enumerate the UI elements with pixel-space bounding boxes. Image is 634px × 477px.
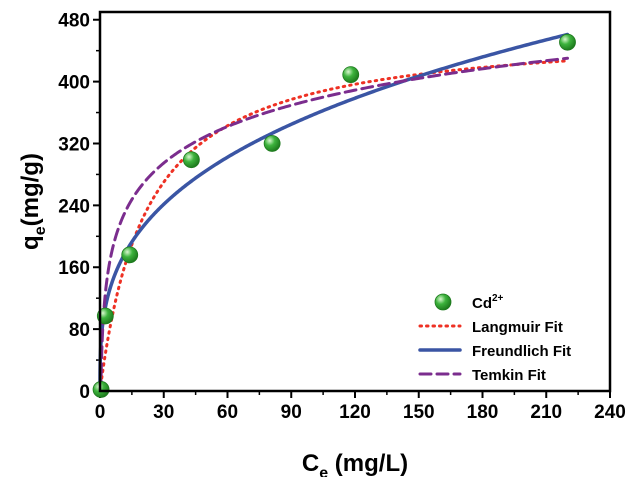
data-point (559, 33, 576, 51)
x-tick-label: 30 (153, 402, 174, 423)
x-tick-label: 90 (281, 402, 302, 423)
legend-label-points: Cd2+ (472, 293, 504, 312)
x-tick-label: 150 (403, 402, 435, 423)
langmuir-fit-line (98, 59, 569, 393)
y-tick-label: 240 (58, 196, 90, 217)
x-tick-label: 180 (467, 402, 499, 423)
y-tick-label: 0 (79, 382, 90, 403)
data-point (263, 135, 281, 152)
freundlich-fit-line (98, 32, 570, 390)
legend-marker-points (434, 293, 452, 311)
y-tick-label: 320 (58, 134, 90, 155)
legend-label-temkin: Temkin Fit (472, 367, 546, 384)
x-axis-title: Ce (mg/L) (302, 450, 408, 477)
x-tick-label: 0 (95, 402, 106, 423)
x-tick-label: 60 (217, 402, 238, 423)
y-tick-label: 480 (58, 11, 90, 32)
data-point (182, 151, 200, 169)
data-point (121, 246, 139, 264)
fit-curves (98, 32, 570, 393)
data-points (92, 33, 576, 398)
legend-label-langmuir: Langmuir Fit (472, 319, 563, 336)
data-point (96, 307, 114, 325)
tick-labels: 0 30 60 90 120 150 180 210 240 0 80 160 240 320 400 480 (58, 11, 626, 423)
legend-label-freundlich: Freundlich Fit (472, 343, 571, 360)
data-point (342, 66, 360, 84)
plot-frame (98, 10, 612, 393)
y-tick-label: 400 (58, 73, 90, 94)
y-tick-label: 160 (58, 258, 90, 279)
y-tick-label: 80 (69, 320, 90, 341)
temkin-fit-line (98, 56, 569, 393)
y-axis-title: qe(mg/g) (17, 153, 49, 250)
x-tick-label: 240 (594, 402, 626, 423)
x-tick-label: 210 (530, 402, 562, 423)
legend: Cd2+ Langmuir Fit Freundlich Fit Temkin Fit (418, 293, 571, 384)
x-tick-label: 120 (339, 402, 371, 423)
